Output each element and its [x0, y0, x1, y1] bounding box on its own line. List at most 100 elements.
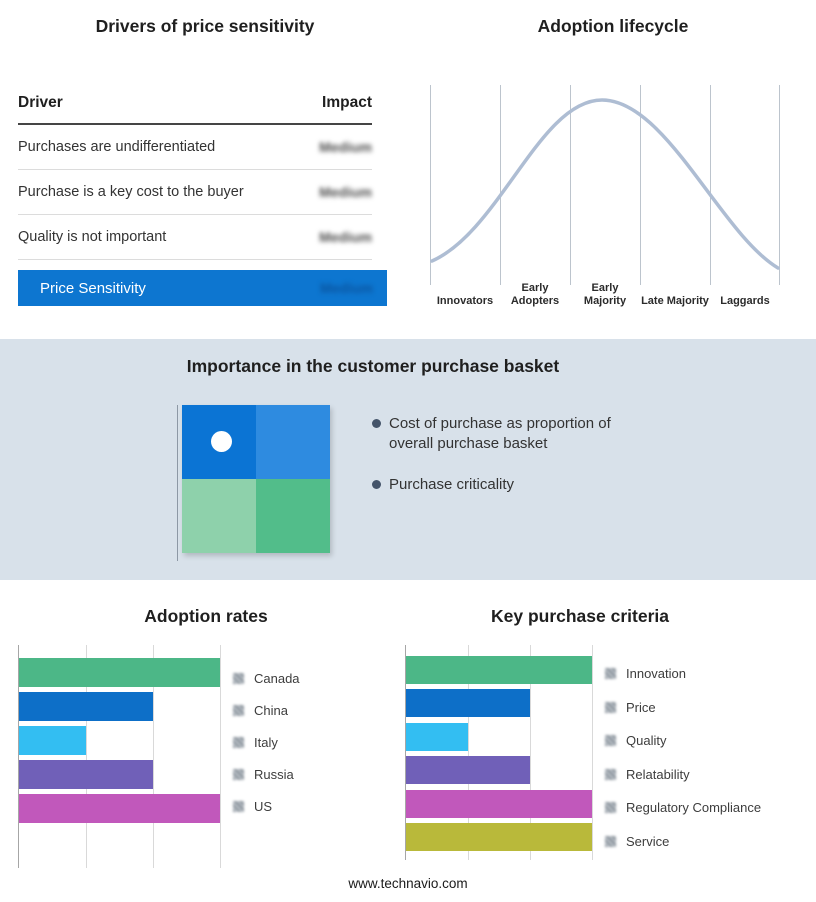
bell-curve-path — [430, 98, 780, 270]
legend-swatch-redacted — [233, 736, 244, 748]
legend-swatch-redacted — [233, 800, 244, 812]
drivers-table-header: Driver Impact — [18, 90, 372, 125]
basket-section-background — [0, 339, 816, 580]
basket-bullet-list: Cost of purchase as proportion of overal… — [372, 414, 647, 517]
price-sensitivity-summary-row: Price Sensitivity Medium — [18, 270, 387, 306]
stage-label-laggards: Laggards — [720, 294, 770, 307]
legend-item: Regulatory Compliance — [605, 791, 761, 825]
legend-swatch-redacted — [233, 704, 244, 716]
purchase-basket-quadrant — [182, 405, 330, 553]
column-header-driver: Driver — [18, 94, 63, 111]
bullet-cost-of-purchase: Cost of purchase as proportion of overal… — [372, 414, 647, 453]
impact-cell-redacted: Medium — [319, 139, 372, 155]
impact-cell-redacted: Medium — [319, 184, 372, 200]
key-purchase-criteria-title: Key purchase criteria — [490, 606, 669, 626]
legend-item: Service — [605, 825, 761, 859]
driver-cell: Purchases are undifferentiated — [18, 139, 216, 155]
quadrant-bottom-left — [182, 479, 256, 553]
legend-swatch-redacted — [605, 835, 616, 847]
legend-item: US — [233, 790, 300, 822]
gridline — [430, 85, 431, 285]
bar-service — [406, 823, 592, 851]
gridline — [152, 645, 154, 868]
legend-item: Quality — [605, 724, 761, 758]
quadrant-top-left — [182, 405, 256, 479]
table-row: Purchases are undifferentiated Medium — [18, 125, 372, 170]
key-purchase-criteria-chart — [405, 645, 593, 860]
lifecycle-stage-labels: Innovators Early Adopters Early Majority… — [430, 282, 780, 307]
table-row: Quality is not important Medium — [18, 215, 372, 260]
stage-label-late-majority: Late Majority — [641, 294, 709, 307]
legend-label: Price — [626, 699, 656, 715]
legend-label: Canada — [254, 670, 300, 686]
gridline — [570, 85, 571, 285]
drivers-table: Driver Impact Purchases are undifferenti… — [18, 90, 372, 260]
legend-swatch-redacted — [233, 672, 244, 684]
legend-swatch-redacted — [605, 768, 616, 780]
stage-label-early-adopters: Early Adopters — [510, 282, 560, 307]
impact-cell-redacted: Medium — [320, 280, 373, 296]
impact-cell-redacted: Medium — [319, 229, 372, 245]
legend-label: Innovation — [626, 666, 686, 682]
legend-label: Relatability — [626, 766, 690, 782]
driver-cell: Quality is not important — [18, 229, 167, 245]
drivers-title: Drivers of price sensitivity — [95, 16, 315, 36]
bar-china — [19, 692, 153, 721]
column-header-impact: Impact — [322, 94, 372, 111]
legend-label: Service — [626, 833, 670, 849]
legend-swatch-redacted — [605, 668, 616, 680]
bar-regulatory-compliance — [406, 790, 592, 818]
legend-swatch-redacted — [233, 768, 244, 780]
gridline — [591, 645, 593, 860]
bar-russia — [19, 760, 153, 789]
legend-label: China — [254, 702, 288, 718]
legend-item: Russia — [233, 758, 300, 790]
adoption-rates-title: Adoption rates — [144, 606, 268, 626]
legend-label: Italy — [254, 734, 278, 750]
key-purchase-criteria-legend: Innovation Price Quality Relatability Re… — [605, 657, 761, 858]
legend-item: Price — [605, 691, 761, 725]
footer-url: www.technavio.com — [348, 876, 468, 891]
bar-relatability — [406, 756, 530, 784]
gridline — [779, 85, 780, 285]
quadrant-axis-line — [177, 405, 178, 561]
bar-italy — [19, 726, 86, 755]
gridline — [500, 85, 501, 285]
legend-item: Relatability — [605, 758, 761, 792]
gridline — [219, 645, 221, 868]
bullet-purchase-criticality: Purchase criticality — [372, 475, 647, 495]
legend-label: Russia — [254, 766, 294, 782]
legend-swatch-redacted — [605, 701, 616, 713]
price-sensitivity-label: Price Sensitivity — [40, 279, 146, 297]
gridline — [710, 85, 711, 285]
legend-label: US — [254, 798, 273, 814]
adoption-rates-legend: Canada China Italy Russia US — [233, 662, 300, 822]
bar-innovation — [406, 656, 592, 684]
legend-label: Quality — [626, 733, 667, 749]
bar-us — [19, 794, 220, 823]
bar-price — [406, 689, 530, 717]
basket-title: Importance in the customer purchase bask… — [186, 356, 560, 376]
lifecycle-title: Adoption lifecycle — [537, 16, 689, 36]
quadrant-marker-dot — [211, 431, 232, 452]
legend-item: Italy — [233, 726, 300, 758]
legend-item: China — [233, 694, 300, 726]
driver-cell: Purchase is a key cost to the buyer — [18, 184, 244, 200]
gridline — [529, 645, 531, 860]
legend-swatch-redacted — [605, 802, 616, 814]
quadrant-top-right — [256, 405, 330, 479]
bell-curve — [430, 98, 780, 270]
adoption-rates-chart — [18, 645, 221, 868]
table-row: Purchase is a key cost to the buyer Medi… — [18, 170, 372, 215]
gridline — [467, 645, 469, 860]
legend-item: Innovation — [605, 657, 761, 691]
legend-label: Regulatory Compliance — [626, 800, 762, 816]
legend-item: Canada — [233, 662, 300, 694]
bar-quality — [406, 723, 468, 751]
stage-label-early-majority: Early Majority — [583, 282, 627, 307]
stage-label-innovators: Innovators — [436, 294, 494, 307]
gridline — [85, 645, 87, 868]
gridline — [640, 85, 641, 285]
legend-swatch-redacted — [605, 735, 616, 747]
